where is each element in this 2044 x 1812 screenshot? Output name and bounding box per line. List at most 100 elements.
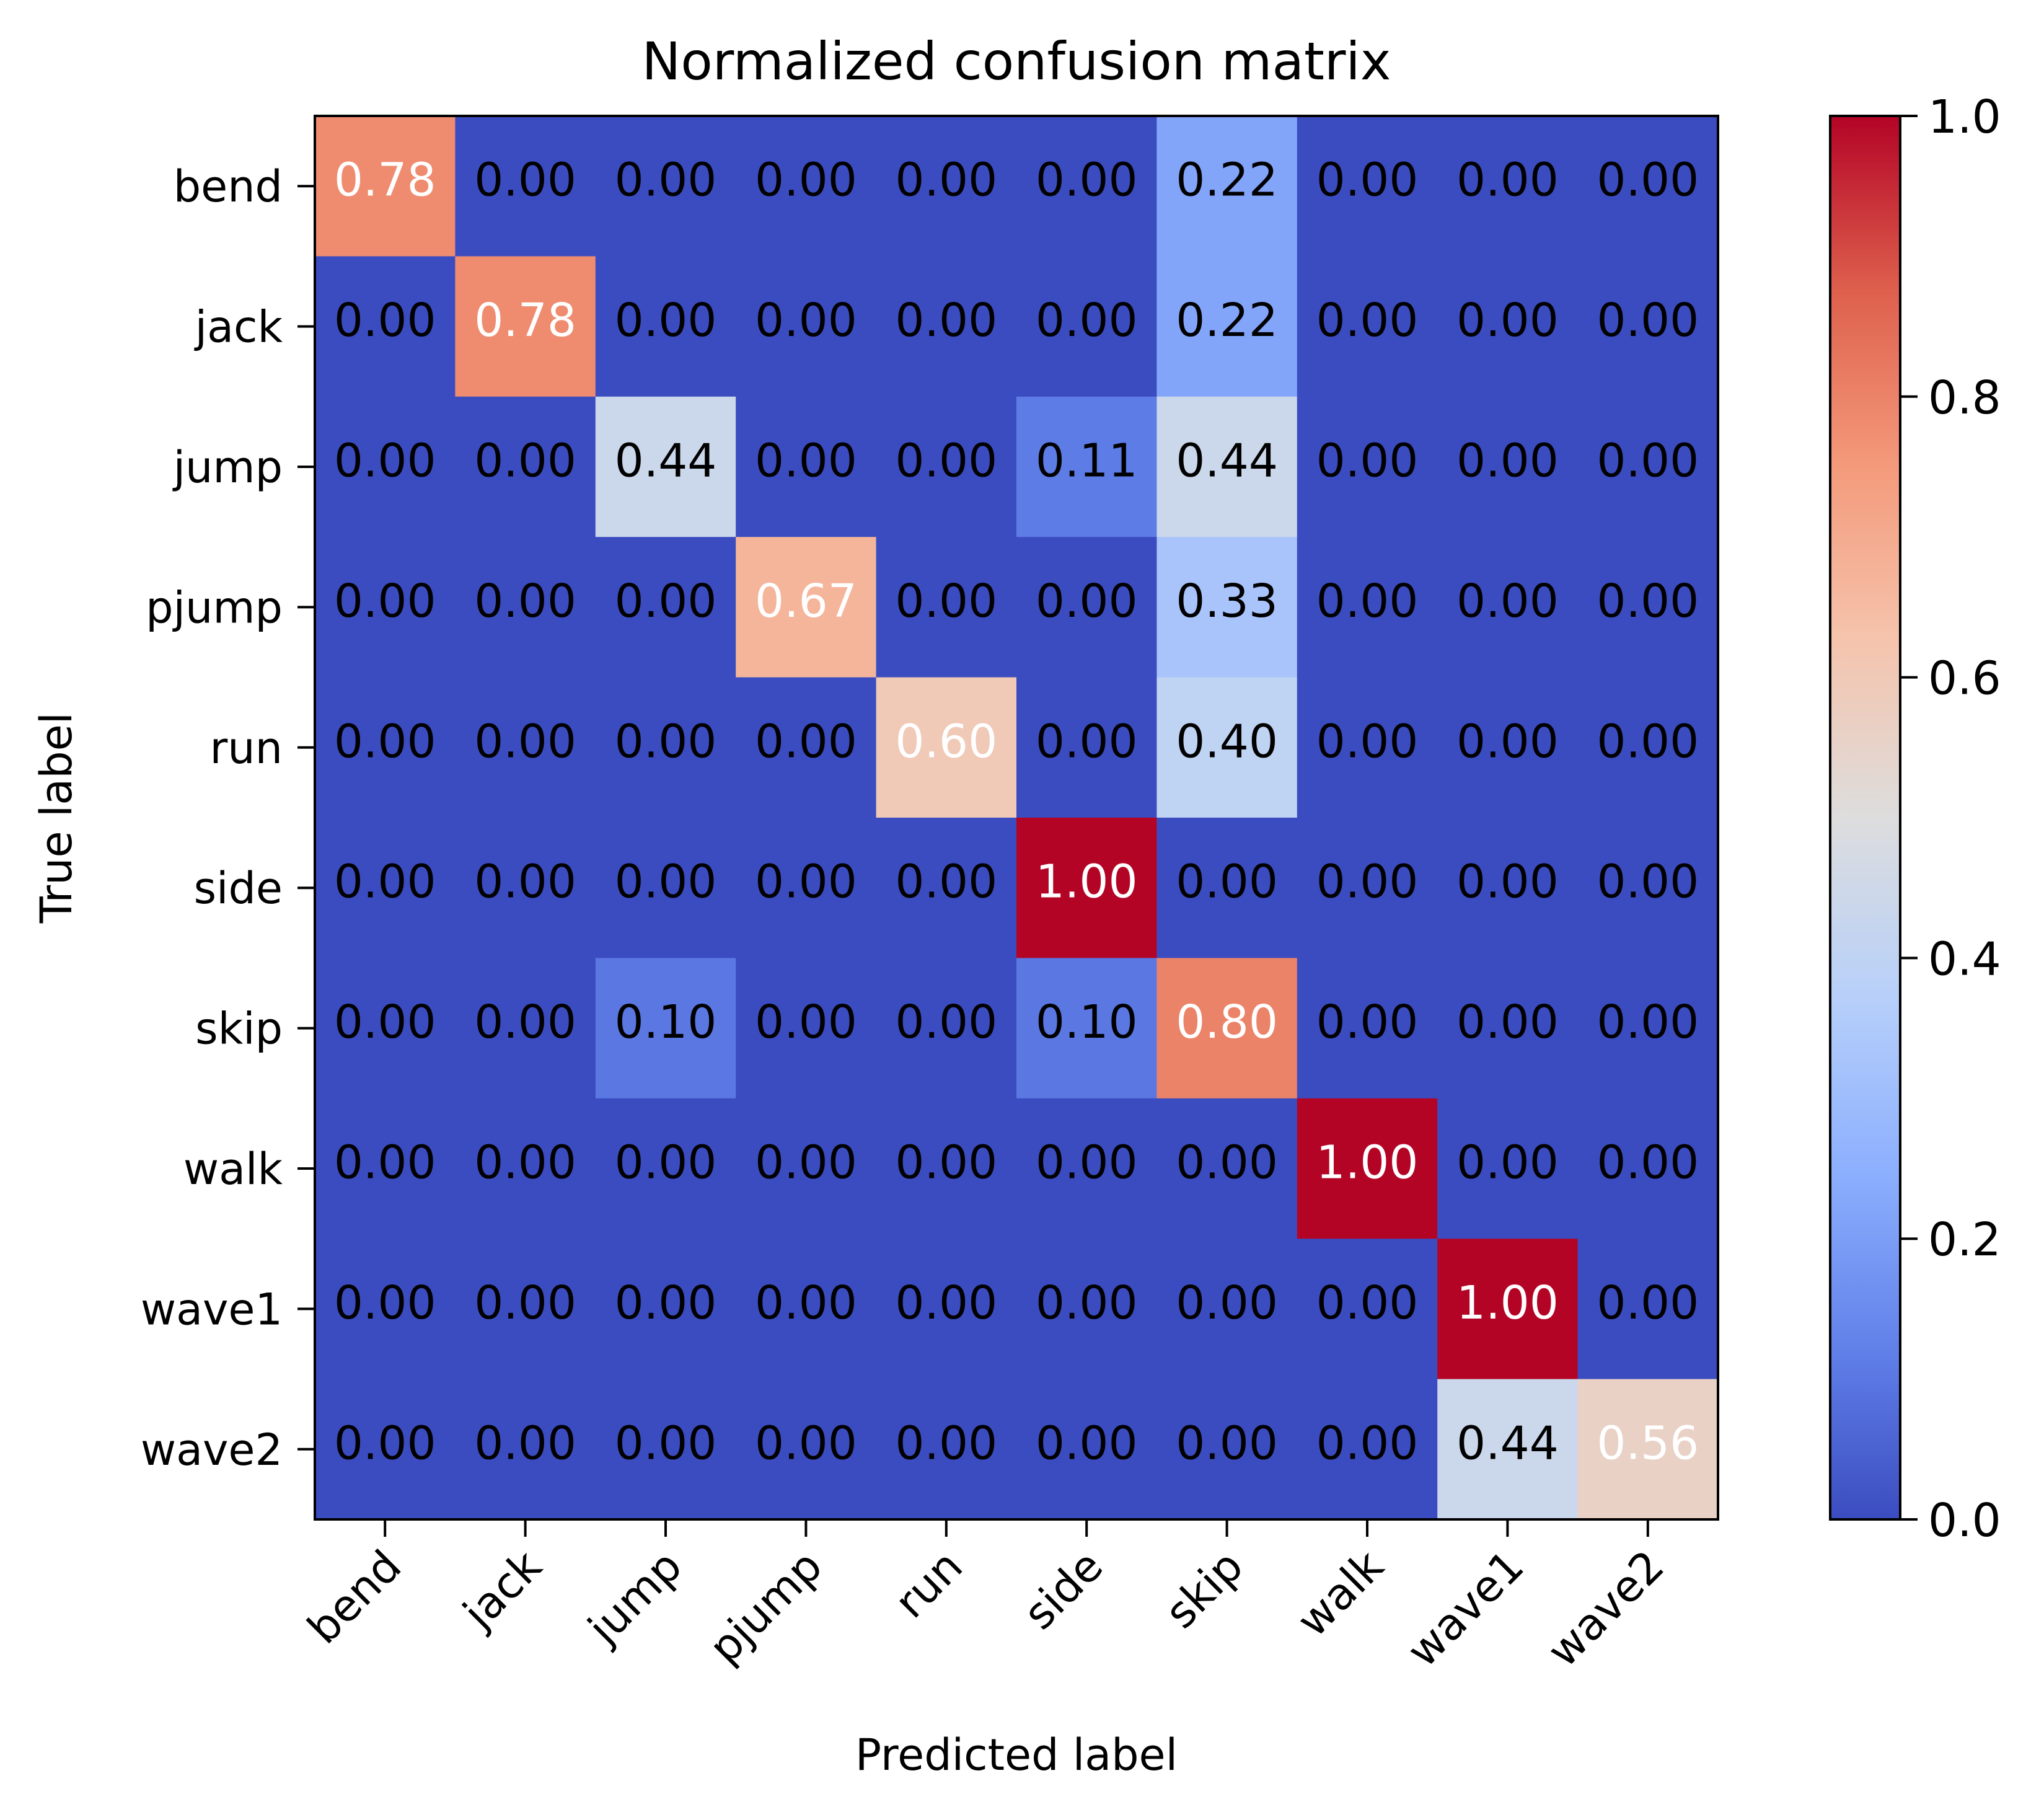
cell-value-label: 0.00	[1036, 1136, 1138, 1190]
heatmap-cell-pjump-side	[1016, 537, 1157, 678]
x-axis-ticks: bend jack jump pjump run side skip walk wave1 wav…	[298, 1519, 1674, 1677]
cell-value-label: 1.00	[1036, 855, 1138, 909]
heatmap-cell-jump-wave2	[1577, 396, 1719, 537]
cell-value-label: 0.33	[1176, 575, 1278, 628]
cell-value-label: 0.00	[615, 1276, 717, 1330]
cell-value-label: 0.00	[474, 1416, 576, 1470]
y-axis-title: True label	[31, 712, 82, 924]
cell-value-label: 0.80	[1176, 996, 1278, 1049]
heatmap-cell-pjump-bend	[315, 537, 456, 678]
heatmap-cell-wave2-side	[1016, 1379, 1157, 1520]
cell-value-label: 0.22	[1176, 154, 1278, 207]
colorbar-tick-label: 0.4	[1928, 932, 2001, 986]
cell-value-label: 0.00	[1456, 1136, 1559, 1190]
heatmap-cell-bend-wave2	[1577, 116, 1719, 257]
heatmap-cell-wave1-walk	[1297, 1239, 1438, 1380]
heatmap-cell-wave1-skip	[1156, 1239, 1298, 1380]
cell-value-label: 0.00	[1597, 1136, 1699, 1190]
cell-value-label: 0.00	[1176, 1416, 1278, 1470]
heatmap-cell-skip-walk	[1297, 958, 1438, 1099]
cell-value-label: 0.00	[1316, 154, 1419, 207]
chart-title: Normalized confusion matrix	[642, 31, 1391, 92]
y-tick-label: jump	[172, 442, 283, 493]
heatmap-cell-run-wave1	[1437, 677, 1579, 818]
cell-value-label: 0.00	[474, 1136, 576, 1190]
cell-value-label: 0.67	[755, 575, 857, 628]
heatmap-cell-jump-pjump	[736, 396, 877, 537]
cell-value-label: 0.00	[334, 435, 436, 488]
x-tick-label: pjump	[699, 1540, 832, 1673]
heatmap-cell-labels: 0.78 0.00 0.00 0.00 0.00 0.00 0.22 0.00 0.00 0.00…	[334, 154, 1699, 1470]
cell-value-label: 0.00	[1316, 1276, 1419, 1330]
heatmap-cell-jack-pjump	[736, 256, 877, 397]
cell-value-label: 0.00	[1456, 435, 1559, 488]
heatmap-cell-wave1-wave1	[1437, 1239, 1579, 1380]
cell-value-label: 0.00	[1176, 1136, 1278, 1190]
cell-value-label: 0.00	[895, 996, 997, 1049]
heatmap-cell-jump-walk	[1297, 396, 1438, 537]
heatmap-cell-wave1-pjump	[736, 1239, 877, 1380]
heatmap-cell-wave2-walk	[1297, 1379, 1438, 1520]
heatmap-cell-skip-jump	[595, 958, 736, 1099]
x-tick-label: jack	[452, 1540, 552, 1640]
heatmap-cell-run-walk	[1297, 677, 1438, 818]
heatmap-cell-jack-side	[1016, 256, 1157, 397]
heatmap-cell-side-jack	[455, 818, 596, 958]
heatmap-cell-walk-walk	[1297, 1098, 1438, 1239]
cell-value-label: 0.00	[1456, 294, 1559, 347]
heatmap-cell-bend-jack	[455, 116, 596, 257]
heatmap-cell-jump-skip	[1156, 396, 1298, 537]
cell-value-label: 0.00	[1456, 154, 1559, 207]
heatmap-cell-side-wave1	[1437, 818, 1579, 958]
cell-value-label: 0.00	[895, 1276, 997, 1330]
x-tick-label: side	[1014, 1540, 1112, 1639]
x-tick-label: walk	[1287, 1540, 1394, 1647]
cell-value-label: 0.00	[1316, 715, 1419, 768]
cell-value-label: 0.00	[755, 996, 857, 1049]
cell-value-label: 0.00	[615, 855, 717, 909]
heatmap-cell-pjump-run	[876, 537, 1017, 678]
heatmap-cell-walk-jack	[455, 1098, 596, 1239]
heatmap-cell-pjump-jump	[595, 537, 736, 678]
cell-value-label: 0.00	[1597, 575, 1699, 628]
heatmap-cell-wave2-jack	[455, 1379, 596, 1520]
heatmap-cell-wave2-jump	[595, 1379, 736, 1520]
y-tick-label: pjump	[146, 582, 283, 633]
y-tick-label: skip	[195, 1004, 283, 1054]
cell-value-label: 0.00	[474, 715, 576, 768]
cell-value-label: 0.00	[1036, 294, 1138, 347]
heatmap-cell-side-run	[876, 818, 1017, 958]
heatmap-cell-bend-walk	[1297, 116, 1438, 257]
x-tick-label: skip	[1155, 1540, 1253, 1638]
y-tick-label: wave2	[141, 1425, 283, 1475]
cell-value-label: 0.00	[1316, 855, 1419, 909]
cell-value-label: 0.00	[1036, 715, 1138, 768]
cell-value-label: 0.00	[1316, 1416, 1419, 1470]
heatmap-cell-pjump-skip	[1156, 537, 1298, 678]
heatmap-cell-wave1-bend	[315, 1239, 456, 1380]
cell-value-label: 0.00	[755, 154, 857, 207]
cell-value-label: 0.00	[1597, 855, 1699, 909]
x-tick-label: jump	[578, 1540, 692, 1655]
heatmap-cell-side-wave2	[1577, 818, 1719, 958]
heatmap-cell-jack-wave1	[1437, 256, 1579, 397]
heatmap-cell-pjump-wave2	[1577, 537, 1719, 678]
heatmap-cell-wave1-side	[1016, 1239, 1157, 1380]
heatmap-cell-bend-bend	[315, 116, 456, 257]
heatmap-cell-wave2-skip	[1156, 1379, 1298, 1520]
heatmap-cell-side-jump	[595, 818, 736, 958]
cell-value-label: 0.00	[334, 715, 436, 768]
cell-value-label: 0.00	[474, 575, 576, 628]
plot-frame	[314, 115, 1719, 1521]
cell-value-label: 0.00	[615, 294, 717, 347]
heatmap-cell-side-side	[1016, 818, 1157, 958]
heatmap-cell-jump-side	[1016, 396, 1157, 537]
cell-value-label: 1.00	[1316, 1136, 1419, 1190]
cell-value-label: 0.00	[474, 996, 576, 1049]
cell-value-label: 0.00	[895, 435, 997, 488]
heatmap-cell-wave2-pjump	[736, 1379, 877, 1520]
heatmap-cell-pjump-wave1	[1437, 537, 1579, 678]
heatmap-cell-jack-bend	[315, 256, 456, 397]
colorbar-tick-label: 0.2	[1928, 1213, 2001, 1266]
cell-value-label: 0.00	[1456, 996, 1559, 1049]
